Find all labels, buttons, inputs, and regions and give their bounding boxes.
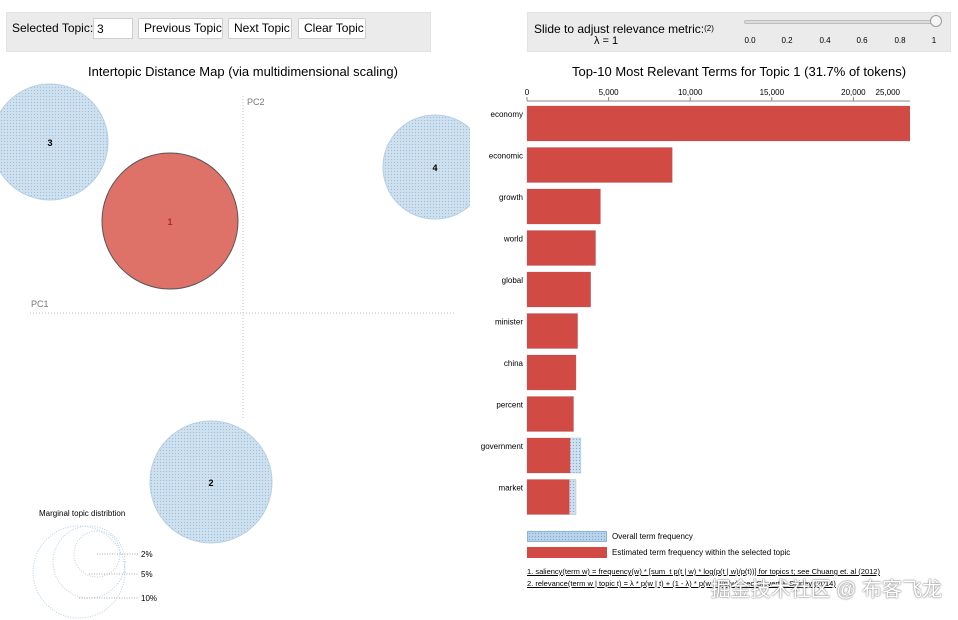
term-label[interactable]: government — [481, 442, 524, 451]
slider-tick: 0.0 — [744, 36, 756, 45]
legend-overall-label: Overall term frequency — [612, 532, 693, 541]
marginal-legend — [32, 525, 126, 619]
topic-frequency-bar[interactable] — [527, 438, 571, 473]
term-label[interactable]: minister — [495, 318, 523, 327]
clear-topic-button[interactable]: Clear Topic — [298, 18, 366, 39]
selected-topic-input[interactable] — [93, 18, 133, 39]
relevance-slider-track[interactable] — [744, 20, 936, 24]
intertopic-map: PC2 PC1 3 4 2 1 Marginal topic distribti… — [0, 83, 470, 619]
term-label[interactable]: economy — [491, 110, 523, 119]
topic-frequency-bar[interactable] — [527, 272, 591, 307]
x-tick-label: 25,000 — [876, 88, 901, 97]
bar-chart-title: Top-10 Most Relevant Terms for Topic 1 (… — [571, 64, 907, 79]
topic-controls-panel: Selected Topic: Previous Topic Next Topi… — [6, 12, 431, 52]
pc2-label: PC2 — [247, 97, 265, 107]
lambda-value: λ = 1 — [594, 35, 619, 47]
next-topic-button[interactable]: Next Topic — [228, 18, 292, 39]
topic-frequency-bar[interactable] — [527, 189, 601, 224]
topic-frequency-bar[interactable] — [527, 355, 576, 390]
topic-circle-2[interactable]: 2 — [149, 420, 273, 544]
x-tick-label: 20,000 — [841, 88, 866, 97]
slider-tick: 0.4 — [819, 36, 831, 45]
slider-tick: 0.6 — [856, 36, 868, 45]
term-bar-chart: 0 5,000 10,000 15,000 20,000 25,000 economy ec… — [481, 88, 910, 515]
previous-topic-button[interactable]: Previous Topic — [138, 18, 223, 39]
x-tick-label: 10,000 — [678, 88, 703, 97]
pc1-label: PC1 — [31, 299, 49, 309]
x-tick-label: 5,000 — [599, 88, 620, 97]
map-title: Intertopic Distance Map (via multidimens… — [88, 64, 398, 79]
term-label[interactable]: china — [504, 359, 524, 368]
term-label[interactable]: economic — [489, 152, 523, 161]
topic-frequency-bar[interactable] — [527, 147, 673, 183]
selected-topic-label: Selected Topic: — [12, 21, 94, 35]
term-label[interactable]: growth — [499, 193, 523, 202]
footnote-relevance[interactable]: 2. relevance(term w | topic t) = λ * p(w… — [527, 579, 836, 588]
legend-overall-swatch — [527, 531, 607, 542]
relevance-slider-handle[interactable] — [930, 15, 942, 27]
slider-tick: 1 — [931, 36, 937, 45]
marginal-level: 2% — [141, 550, 153, 559]
marginal-title: Marginal topic distribtion — [39, 509, 125, 518]
footnote-saliency[interactable]: 1. saliency(term w) = frequency(w) * [su… — [527, 567, 880, 576]
term-label[interactable]: market — [499, 484, 524, 493]
legend-estimated-label: Estimated term frequency within the sele… — [612, 548, 791, 557]
topic-circle-1[interactable]: 1 — [101, 152, 239, 290]
topic-circle-4[interactable]: 4 — [382, 114, 470, 220]
topic-label: 3 — [47, 138, 52, 148]
slider-tick: 0.8 — [894, 36, 906, 45]
relevance-panel: Slide to adjust relevance metric:(2) λ =… — [527, 12, 951, 52]
topic-label: 1 — [167, 217, 172, 227]
relevance-footnote-ref: (2) — [704, 24, 714, 33]
watermark: 掘金技术社区 @ 布客飞龙 — [710, 579, 942, 601]
slider-tick: 0.2 — [781, 36, 793, 45]
topic-circle-3[interactable]: 3 — [0, 83, 109, 201]
topic-frequency-bar[interactable] — [527, 106, 910, 141]
marginal-level: 5% — [141, 570, 153, 579]
term-label[interactable]: global — [502, 276, 524, 285]
topic-frequency-bar[interactable] — [527, 479, 570, 515]
term-label[interactable]: percent — [496, 401, 523, 410]
relevance-label: Slide to adjust relevance metric:(2) — [534, 22, 714, 36]
marginal-level: 10% — [141, 594, 157, 603]
topic-frequency-bar[interactable] — [527, 230, 596, 266]
term-label[interactable]: world — [503, 235, 523, 244]
topic-label: 2 — [208, 478, 213, 488]
x-tick-label: 0 — [525, 88, 530, 97]
x-tick-label: 15,000 — [760, 88, 785, 97]
topic-frequency-bar[interactable] — [527, 396, 574, 432]
topic-frequency-bar[interactable] — [527, 313, 578, 349]
topic-label: 4 — [432, 163, 437, 173]
legend-estimated-swatch — [527, 547, 607, 558]
